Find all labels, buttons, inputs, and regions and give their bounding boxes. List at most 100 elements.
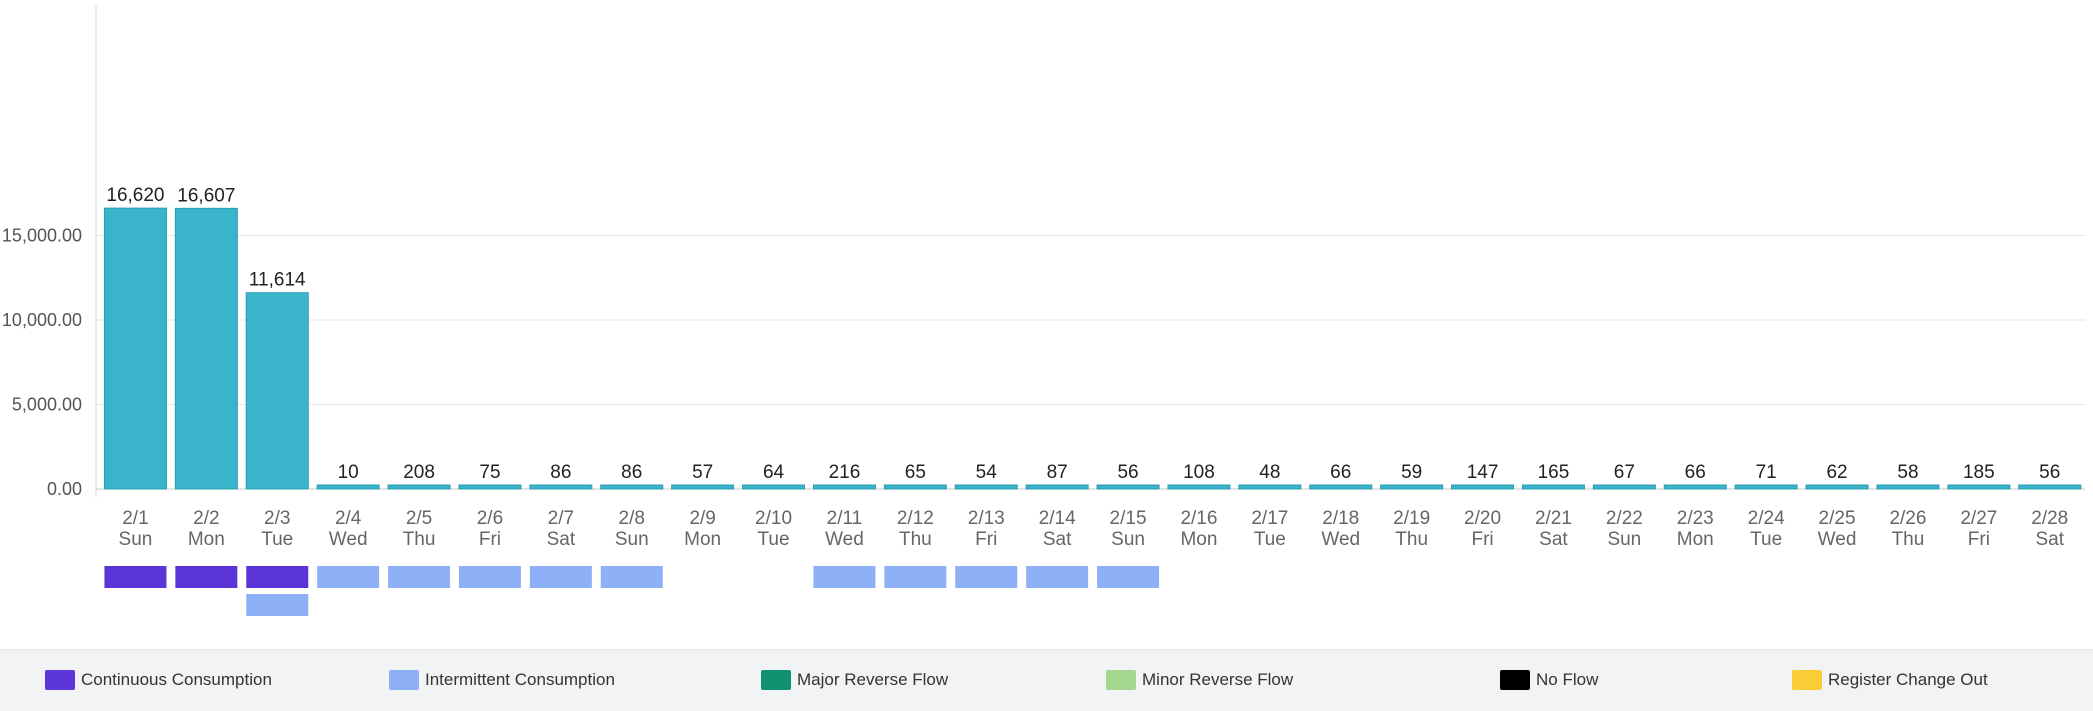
x-tick-date: 2/14: [1039, 508, 1076, 529]
legend-swatch: [389, 670, 419, 690]
data-label: 66: [1330, 462, 1351, 483]
data-label: 56: [1117, 462, 1138, 483]
data-label: 66: [1685, 462, 1706, 483]
x-tick-day: Wed: [1818, 529, 1857, 550]
x-tick-date: 2/8: [619, 508, 645, 529]
status-block[interactable]: [1097, 566, 1160, 588]
x-tick-day: Wed: [1321, 529, 1360, 550]
x-tick-day: Fri: [1471, 529, 1493, 550]
bar[interactable]: [1805, 484, 1869, 490]
status-block[interactable]: [317, 566, 380, 588]
bar[interactable]: [1096, 484, 1160, 490]
data-label: 165: [1538, 462, 1570, 483]
bar[interactable]: [1876, 484, 1940, 490]
bar[interactable]: [245, 292, 309, 490]
legend-item-minor-reverse-flow[interactable]: Minor Reverse Flow: [1106, 669, 1293, 691]
bar[interactable]: [1167, 484, 1231, 490]
status-block[interactable]: [246, 594, 309, 616]
legend-item-no-flow[interactable]: No Flow: [1500, 669, 1598, 691]
x-tick-date: 2/16: [1180, 508, 1217, 529]
x-tick-day: Tue: [1254, 529, 1286, 550]
x-tick-date: 2/6: [477, 508, 503, 529]
x-tick-day: Fri: [975, 529, 997, 550]
x-tick-date: 2/27: [1960, 508, 1997, 529]
x-tick-day: Tue: [261, 529, 293, 550]
status-block[interactable]: [246, 566, 309, 588]
x-tick-day: Sun: [119, 529, 153, 550]
x-tick-date: 2/22: [1606, 508, 1643, 529]
bar[interactable]: [1309, 484, 1373, 490]
bar[interactable]: [600, 484, 664, 490]
bar[interactable]: [742, 484, 806, 490]
bar[interactable]: [1521, 484, 1585, 490]
bar[interactable]: [174, 207, 238, 490]
data-label: 16,620: [106, 185, 164, 206]
bar[interactable]: [671, 484, 735, 490]
bar[interactable]: [1025, 484, 1089, 490]
data-label: 54: [976, 462, 998, 483]
bar[interactable]: [1734, 484, 1798, 490]
x-tick-day: Sat: [2035, 529, 2064, 550]
bar[interactable]: [1451, 484, 1515, 490]
bar[interactable]: [103, 207, 167, 490]
bar[interactable]: [2018, 484, 2082, 490]
status-block[interactable]: [104, 566, 167, 588]
bar[interactable]: [1380, 484, 1444, 490]
data-label: 71: [1756, 462, 1777, 483]
x-tick-date: 2/28: [2031, 508, 2068, 529]
legend-swatch: [1106, 670, 1136, 690]
bar[interactable]: [883, 484, 947, 490]
legend-label: Minor Reverse Flow: [1142, 670, 1294, 689]
bar[interactable]: [387, 484, 451, 490]
status-block[interactable]: [1026, 566, 1089, 588]
bar[interactable]: [1947, 484, 2011, 490]
x-tick-date: 2/20: [1464, 508, 1501, 529]
bar[interactable]: [1238, 484, 1302, 490]
bar[interactable]: [954, 484, 1018, 490]
status-block[interactable]: [175, 566, 238, 588]
bar[interactable]: [458, 484, 522, 490]
bar[interactable]: [1592, 484, 1656, 490]
x-tick-date: 2/10: [755, 508, 792, 529]
data-label: 64: [763, 462, 785, 483]
x-tick-date: 2/23: [1677, 508, 1714, 529]
bar[interactable]: [316, 484, 380, 490]
data-label: 11,614: [249, 270, 306, 291]
x-tick-day: Sat: [547, 529, 576, 550]
data-label: 16,607: [177, 185, 235, 206]
legend-label: Intermittent Consumption: [425, 670, 615, 689]
status-block[interactable]: [600, 566, 663, 588]
legend-swatch: [45, 670, 75, 690]
bar[interactable]: [1663, 484, 1727, 490]
legend-item-continuous-consumption[interactable]: Continuous Consumption: [45, 669, 272, 691]
legend: Continuous Consumption Intermittent Cons…: [0, 649, 2093, 711]
legend-item-register-change-out[interactable]: Register Change Out: [1792, 669, 1988, 691]
data-label: 86: [550, 462, 571, 483]
data-label: 48: [1259, 462, 1280, 483]
legend-item-intermittent-consumption[interactable]: Intermittent Consumption: [389, 669, 615, 691]
status-block[interactable]: [529, 566, 592, 588]
y-tick-label: 15,000.00: [2, 226, 82, 246]
bar[interactable]: [529, 484, 593, 490]
status-indicators: [104, 566, 1160, 616]
data-label: 57: [692, 462, 713, 483]
x-tick-day: Thu: [403, 529, 436, 550]
status-block[interactable]: [813, 566, 876, 588]
legend-item-major-reverse-flow[interactable]: Major Reverse Flow: [761, 669, 948, 691]
x-tick-date: 2/3: [264, 508, 290, 529]
x-tick-date: 2/13: [968, 508, 1005, 529]
legend-swatch: [1792, 670, 1822, 690]
data-label: 87: [1047, 462, 1068, 483]
status-block[interactable]: [884, 566, 947, 588]
value-labels: 16,620 16,607 11,614 10 208 75 86 86 57 64 216 65 54…: [106, 185, 2060, 483]
x-tick-date: 2/15: [1110, 508, 1147, 529]
bar[interactable]: [812, 484, 876, 490]
status-block[interactable]: [388, 566, 451, 588]
status-block[interactable]: [955, 566, 1018, 588]
data-label: 185: [1963, 462, 1995, 483]
x-tick-day: Sun: [1607, 529, 1641, 550]
status-block[interactable]: [458, 566, 521, 588]
x-tick-date: 2/24: [1748, 508, 1785, 529]
legend-label: Register Change Out: [1828, 670, 1988, 689]
data-label: 67: [1614, 462, 1635, 483]
